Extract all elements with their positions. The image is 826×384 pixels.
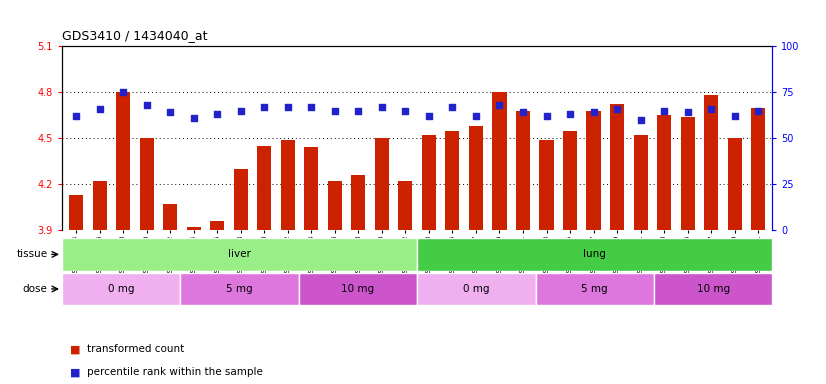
Point (657, 108, 671, 114)
Point (211, 111, 224, 118)
Point (469, 113, 482, 119)
Bar (751, 108, 765, 230)
Bar (586, 111, 601, 230)
Point (281, 104, 294, 110)
Text: percentile rank within the sample: percentile rank within the sample (87, 367, 263, 377)
Point (258, 104, 271, 110)
Bar (681, 117, 695, 230)
Point (140, 102, 154, 108)
Point (540, 113, 553, 119)
Point (187, 115, 200, 121)
Point (399, 108, 412, 114)
Bar (351, 175, 365, 230)
Bar (422, 135, 436, 230)
Bar (563, 131, 577, 230)
Text: liver: liver (228, 249, 251, 260)
Bar (116, 92, 131, 230)
Point (634, 117, 648, 123)
Text: 10 mg: 10 mg (341, 284, 374, 294)
Text: lung: lung (583, 249, 606, 260)
Point (563, 111, 577, 118)
Bar (234, 169, 248, 230)
Bar (62, 238, 417, 271)
Bar (728, 138, 742, 230)
Bar (140, 138, 154, 230)
Point (516, 109, 529, 116)
Bar (704, 95, 719, 230)
Bar (210, 221, 224, 230)
Point (328, 108, 341, 114)
Bar (610, 104, 624, 230)
Point (728, 113, 741, 119)
Bar (62, 273, 180, 305)
Bar (328, 181, 342, 230)
Point (69, 113, 83, 119)
Text: 0 mg: 0 mg (108, 284, 135, 294)
Bar (299, 273, 417, 305)
Text: ■: ■ (70, 367, 81, 377)
Bar (180, 273, 299, 305)
Text: transformed count: transformed count (87, 344, 184, 354)
Text: 0 mg: 0 mg (463, 284, 490, 294)
Point (610, 106, 624, 112)
Bar (257, 146, 271, 230)
Bar (417, 238, 772, 271)
Bar (69, 195, 83, 230)
Point (164, 109, 177, 116)
Point (234, 108, 247, 114)
Point (93, 106, 107, 112)
Bar (398, 181, 412, 230)
Point (752, 108, 765, 114)
Text: ■: ■ (70, 344, 81, 354)
Text: GDS3410 / 1434040_at: GDS3410 / 1434040_at (62, 29, 207, 42)
Point (375, 104, 388, 110)
Bar (445, 131, 459, 230)
Bar (93, 181, 107, 230)
Bar (304, 147, 318, 230)
Bar (654, 273, 772, 305)
Bar (375, 138, 389, 230)
Point (705, 106, 718, 112)
Text: 5 mg: 5 mg (582, 284, 608, 294)
Point (116, 89, 130, 95)
Point (422, 113, 435, 119)
Bar (417, 273, 535, 305)
Point (446, 104, 459, 110)
Text: tissue: tissue (17, 249, 48, 260)
Bar (469, 126, 483, 230)
Bar (163, 204, 178, 230)
Text: 5 mg: 5 mg (226, 284, 253, 294)
Bar (187, 227, 201, 230)
Point (352, 108, 365, 114)
Point (493, 102, 506, 108)
Text: dose: dose (23, 284, 48, 294)
Point (305, 104, 318, 110)
Bar (492, 92, 506, 230)
Bar (634, 135, 648, 230)
Bar (516, 111, 530, 230)
Text: 10 mg: 10 mg (696, 284, 729, 294)
Point (681, 109, 694, 116)
Bar (281, 140, 295, 230)
Point (587, 109, 601, 116)
Bar (657, 115, 672, 230)
Bar (535, 273, 654, 305)
Bar (539, 140, 553, 230)
